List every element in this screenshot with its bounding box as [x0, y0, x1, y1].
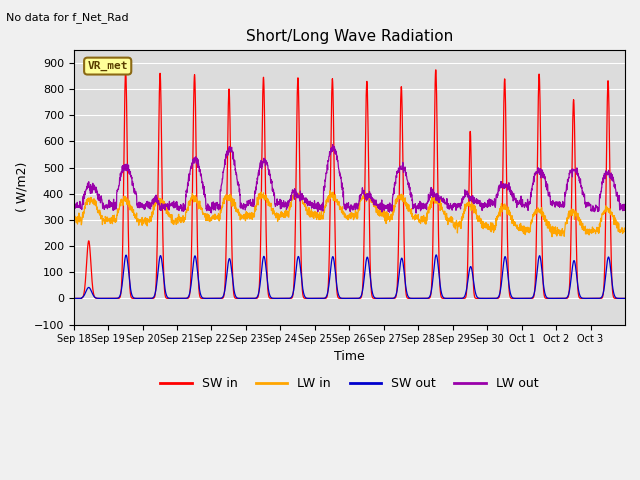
SW in [244, 296, 252, 301]
SW in [383, 296, 390, 301]
Y-axis label: ( W/m2): ( W/m2) [15, 162, 28, 212]
Text: VR_met: VR_met [88, 61, 128, 71]
SW out [614, 295, 621, 301]
SW in [432, 67, 440, 72]
LW in [548, 234, 556, 240]
LW out [516, 197, 524, 203]
SW out [516, 296, 524, 301]
LW in [326, 188, 334, 193]
SW out [547, 296, 554, 301]
LW in [516, 224, 524, 230]
LW out [621, 205, 629, 211]
LW in [547, 228, 554, 233]
SW in [516, 296, 524, 301]
LW in [614, 224, 621, 229]
SW in [547, 296, 554, 301]
LW out [383, 205, 390, 211]
SW out [244, 296, 252, 301]
SW in [125, 250, 132, 255]
SW out [621, 296, 629, 301]
Line: SW out: SW out [74, 255, 625, 299]
SW out [125, 270, 132, 276]
LW out [329, 142, 337, 147]
LW out [547, 201, 555, 207]
Title: Short/Long Wave Radiation: Short/Long Wave Radiation [246, 29, 453, 44]
LW out [70, 201, 77, 206]
SW out [383, 296, 390, 301]
LW in [621, 226, 629, 232]
X-axis label: Time: Time [334, 350, 365, 363]
LW out [412, 210, 420, 216]
Text: No data for f_Net_Rad: No data for f_Net_Rad [6, 12, 129, 23]
LW out [244, 202, 252, 208]
LW in [244, 213, 252, 219]
LW in [125, 202, 132, 208]
SW in [614, 296, 621, 301]
Legend: SW in, LW in, SW out, LW out: SW in, LW in, SW out, LW out [156, 372, 543, 395]
LW in [383, 218, 390, 224]
SW in [621, 296, 629, 301]
LW out [614, 193, 621, 199]
SW in [70, 296, 77, 301]
Line: LW out: LW out [74, 144, 625, 213]
Line: LW in: LW in [74, 191, 625, 237]
LW in [70, 217, 77, 223]
SW out [70, 296, 77, 301]
LW out [125, 168, 132, 174]
Line: SW in: SW in [74, 70, 625, 299]
SW out [432, 252, 440, 258]
